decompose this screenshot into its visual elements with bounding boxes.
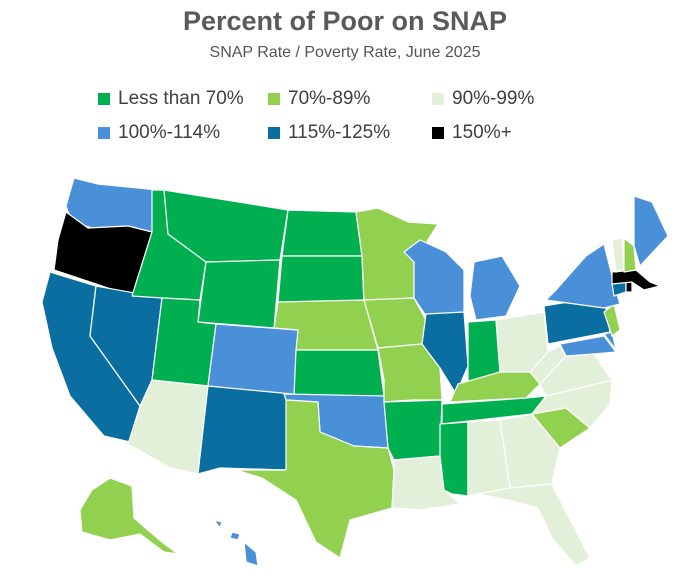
- state-ar: [383, 399, 443, 461]
- legend-item-90-99: 90%-99%: [432, 88, 534, 110]
- legend-swatch: [268, 127, 280, 139]
- state-hi: [213, 519, 259, 567]
- legend-item-100-114: 100%-114%: [98, 122, 220, 144]
- legend-swatch: [432, 127, 444, 139]
- state-ma: [611, 269, 661, 291]
- map-subtitle: SNAP Rate / Poverty Rate, June 2025: [209, 44, 481, 61]
- state-me: [633, 195, 669, 267]
- state-de: [603, 331, 617, 351]
- state-fl: [477, 483, 591, 567]
- state-md: [559, 335, 617, 357]
- legend-swatch: [268, 93, 280, 105]
- state-ri: [625, 281, 633, 293]
- state-wy: [197, 259, 281, 329]
- state-nh: [623, 237, 637, 273]
- legend-label: 100%-114%: [118, 122, 221, 143]
- legend-label: Less than 70%: [118, 88, 244, 109]
- state-ak: [79, 477, 179, 555]
- state-ny: [545, 243, 621, 309]
- legend-swatch: [98, 93, 110, 105]
- map-title: Percent of Poor on SNAP: [182, 6, 508, 36]
- legend-label: 70%-89%: [288, 88, 371, 109]
- state-nd: [281, 209, 363, 257]
- legend-item-115-125: 115%-125%: [268, 122, 390, 144]
- state-ks: [293, 349, 385, 397]
- state-vt: [611, 237, 625, 273]
- state-mi: [469, 255, 521, 321]
- legend-swatch: [432, 93, 444, 105]
- legend-item-70-89: 70%-89%: [268, 88, 370, 110]
- legend-label: 90%-99%: [452, 88, 535, 109]
- state-nm: [197, 385, 293, 475]
- state-sd: [277, 255, 365, 307]
- legend-label: 150%+: [452, 122, 512, 143]
- state-in: [467, 319, 501, 383]
- legend-item-less-than-70: Less than 70%: [98, 88, 244, 110]
- state-co: [207, 323, 299, 397]
- state-ga: [499, 413, 561, 489]
- legend-swatch: [98, 127, 110, 139]
- legend-item-150-plus: 150%+: [432, 122, 512, 144]
- state-tx: [235, 399, 395, 559]
- state-ms: [439, 421, 469, 497]
- legend-label: 115%-125%: [288, 122, 391, 143]
